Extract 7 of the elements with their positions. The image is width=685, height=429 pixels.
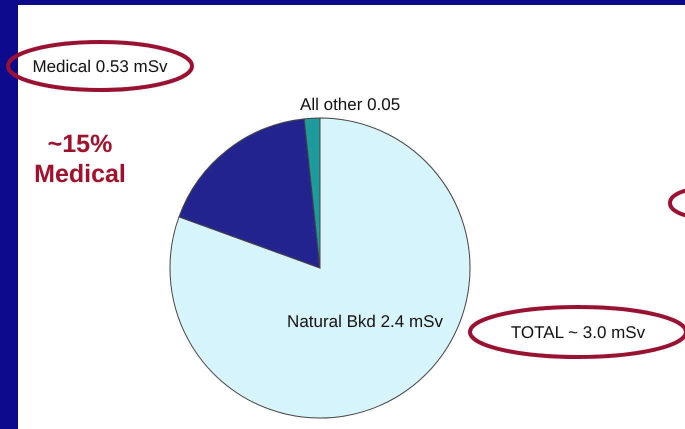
pie-slice <box>170 118 470 418</box>
text: ~15% <box>48 130 112 158</box>
category-label: Medical 0.53 mSv <box>32 57 168 76</box>
slice-label: All other 0.05 <box>300 95 400 114</box>
slice-label: Natural Bkd 2.4 mSv <box>287 312 444 331</box>
text: TOTAL ~ 3.0 mSv <box>510 323 646 342</box>
slice-label: Medical <box>34 160 126 188</box>
